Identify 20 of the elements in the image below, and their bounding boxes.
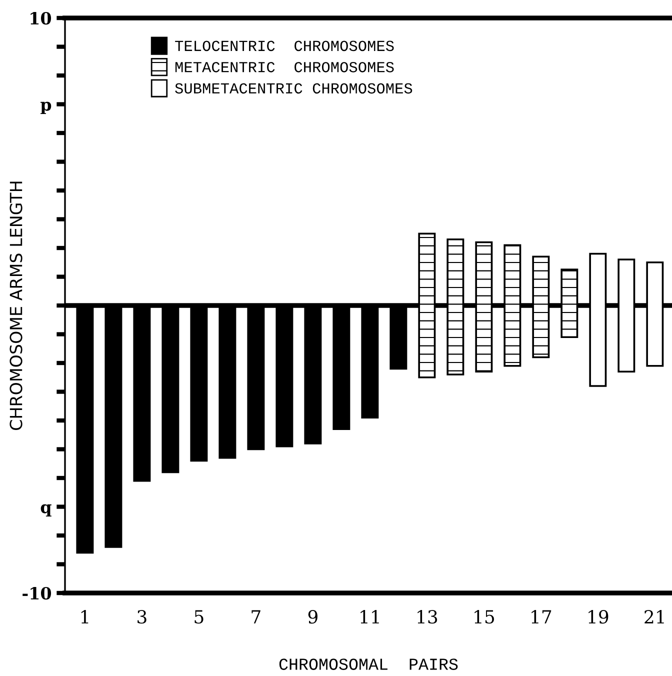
x-tick-label: 13 — [418, 610, 438, 624]
x-tick-label: 11 — [360, 610, 379, 624]
x-tick-label: 17 — [532, 610, 552, 624]
y-tick-label: p — [40, 102, 52, 114]
y-axis-title: CHROMOSOME ARMS LENGTH — [10, 182, 22, 430]
legend-label: METACENTRIC CHROMOSOMES — [175, 62, 394, 72]
y-tick-label: q — [40, 504, 52, 517]
x-tick-label: 15 — [474, 610, 494, 624]
x-tick-label: 5 — [194, 610, 204, 624]
legend-label: SUBMETACENTRIC CHROMOSOMES — [175, 83, 412, 94]
x-tick-label: 3 — [138, 610, 146, 624]
y-tick-label: 10 — [30, 12, 52, 25]
y-tick-label: -10 — [22, 586, 52, 600]
x-tick-label: 19 — [588, 610, 608, 624]
x-tick-label: 1 — [81, 610, 88, 624]
legend-label: TELOCENTRIC CHROMOSOMES — [175, 40, 394, 52]
x-tick-label: 9 — [308, 610, 318, 624]
x-tick-label: 7 — [252, 610, 260, 624]
x-tick-label: 21 — [644, 610, 664, 624]
x-axis-title: CHROMOSOMAL PAIRS — [279, 658, 458, 670]
